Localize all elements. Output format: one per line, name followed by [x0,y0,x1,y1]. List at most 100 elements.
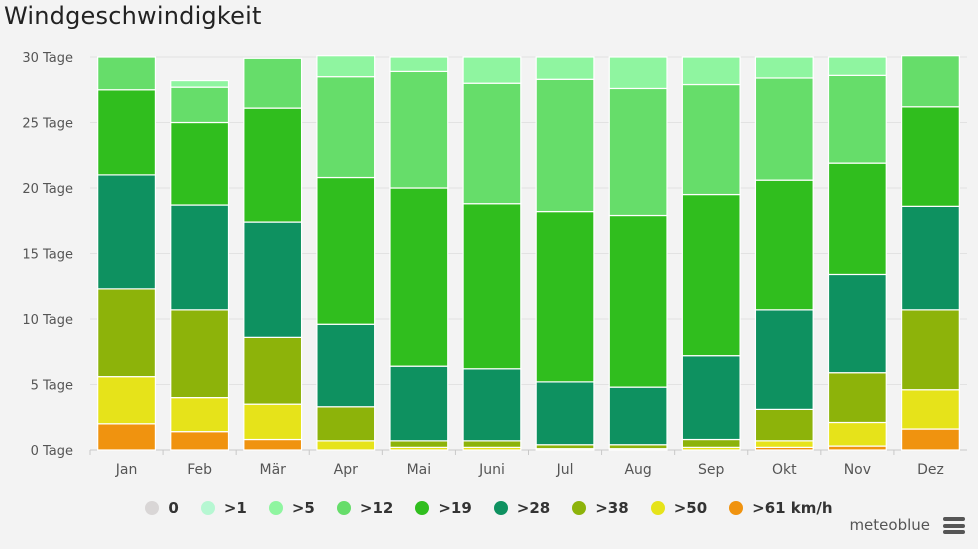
legend-item[interactable]: >12 [336,499,393,517]
legend-label: >1 [223,499,247,517]
bar-segment [754,56,814,79]
legend-swatch [268,501,283,515]
legend-label: >61 km/h [752,499,833,517]
x-tick-label: Jan [115,462,138,478]
stacked-bar-chart: 0 Tage 5 Tage 10 Tage 15 Tage 20 Tage 25 Tage… [22,51,967,478]
legend-item[interactable]: >5 [268,499,315,517]
legend-item[interactable]: >28 [493,499,550,517]
legend-swatch [336,501,351,515]
x-tick-label: Feb [187,462,212,478]
bar-segment [462,56,522,84]
bar-segment [97,288,157,378]
bar-segment [316,406,376,442]
bar-segment [681,56,741,86]
x-tick-label: Juni [478,462,505,478]
y-tick-label: 0 Tage [31,444,73,459]
legend-label: >19 [438,499,472,517]
bar-segment [243,57,303,109]
bar-segment [462,368,522,442]
bar-segment [243,107,303,223]
legend-label: >38 [595,499,629,517]
x-tick-label: Sep [698,462,725,478]
bar-segment [900,106,960,207]
x-tick-label: Mai [407,462,432,478]
bar-segment [170,397,230,433]
menu-icon[interactable] [943,517,965,534]
bar-segment [170,86,230,124]
bar-segment [389,440,449,448]
legend-label: >50 [673,499,708,517]
bar-segment [462,440,522,448]
legend-item[interactable]: >19 [415,499,472,517]
bar-segment [827,421,887,447]
legend-item[interactable]: >38 [572,499,629,517]
bar-segment [243,438,303,451]
y-tick-label: 30 Tage [22,51,73,66]
legend-item[interactable]: 0 [145,499,179,517]
y-tick-label: 5 Tage [31,379,73,394]
bar-segment [389,56,449,73]
bar-segment [754,179,814,311]
bar-segment [900,428,960,451]
bar-segment [170,204,230,311]
bar-segment [535,56,595,80]
bar-segment [97,56,157,91]
brand-label[interactable]: meteoblue [849,516,930,534]
legend-swatch [415,501,430,515]
bar-segment [681,438,741,448]
bar-segment [316,176,376,325]
bar-segment [243,221,303,338]
y-tick-label: 10 Tage [22,313,73,328]
bar-segment [608,386,668,446]
chart-legend: 0 >1 >5 >12 >19 >28 >38 >50 >61 km/h [0,499,978,517]
bar-segment [316,76,376,179]
legend-item[interactable]: >1 [200,499,247,517]
bar-segment [170,79,230,88]
legend-swatch [493,501,508,515]
bar-segment [608,214,668,388]
legend-item[interactable]: >61 km/h [729,499,833,517]
bar-segment [243,336,303,405]
bar-segment [754,309,814,410]
chart-title: Windgeschwindigkeit [4,2,262,30]
y-tick-label: 25 Tage [22,117,73,132]
bar-segment [316,323,376,408]
bar-segment [170,309,230,399]
bar-segment [170,121,230,206]
bar-segment [827,56,887,76]
bar-segment [97,174,157,290]
bar-segment [462,82,522,205]
bar-segment [754,408,814,442]
x-tick-label: Aug [624,462,651,478]
bar-segment [316,55,376,78]
bar-segment [389,365,449,442]
bar-segment [608,56,668,90]
bar-segment [243,403,303,441]
bar-segment [827,372,887,424]
y-tick-label: 20 Tage [22,182,73,197]
bar-segment [681,83,741,196]
bar-segment [900,309,960,391]
legend-label: >5 [291,499,315,517]
bar-segment [608,87,668,217]
bar-segment [681,193,741,357]
bar-segment [900,205,960,311]
bar-segment [900,389,960,430]
bar-segment [681,355,741,441]
bar-segment [535,78,595,213]
x-tick-label: Okt [772,462,797,478]
x-tick-label: Jul [556,462,574,478]
x-tick-label: Dez [917,462,944,478]
x-tick-label: Mär [259,462,286,478]
legend-swatch [650,501,665,515]
bar-segment [900,55,960,108]
bar-segment [535,210,595,383]
bar-segment [754,440,814,448]
bar-segment [97,423,157,451]
legend-item[interactable]: >50 [650,499,708,517]
bar-segment [316,440,376,451]
bar-segment [97,89,157,176]
bar-segment [97,376,157,425]
legend-swatch [572,501,587,515]
bar-segment [827,74,887,164]
